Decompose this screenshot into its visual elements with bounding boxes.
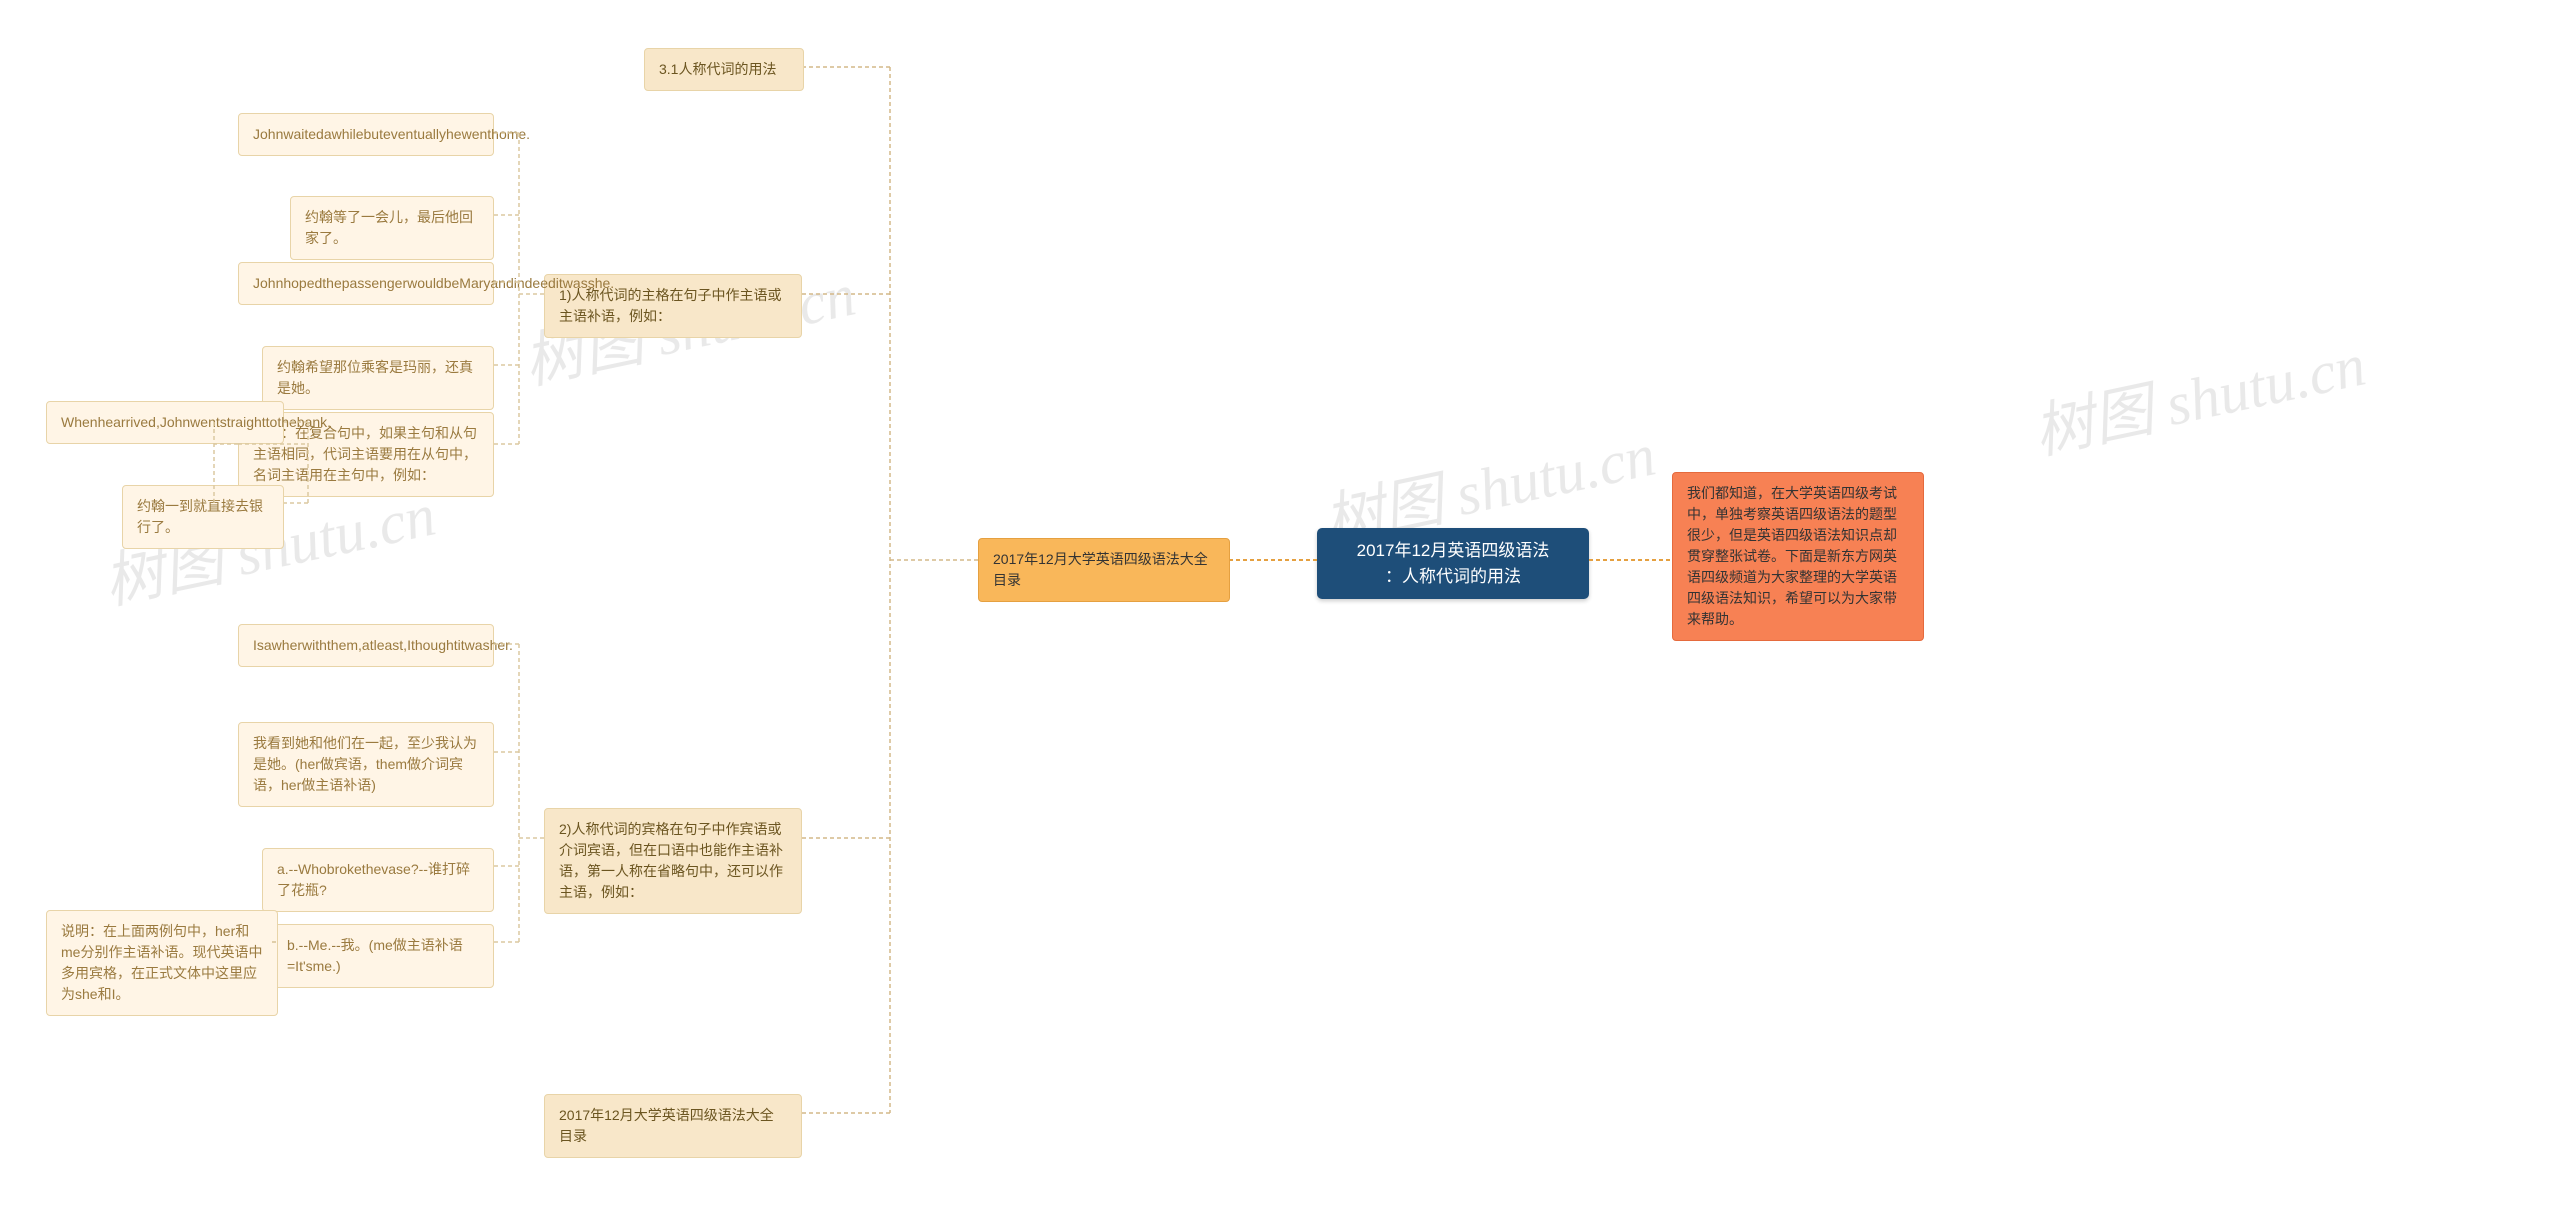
node-d1: Whenhearrived,Johnwentstraighttothebank. xyxy=(46,401,284,444)
root-line2: ：人称代词的用法 xyxy=(1331,564,1575,590)
node-b3: 2)人称代词的宾格在句子中作宾语或介词宾语，但在口语中也能作主语补语，第一人称在… xyxy=(544,808,802,914)
node-c3: JohnhopedthepassengerwouldbeMaryandindee… xyxy=(238,262,494,305)
node-c6: Isawherwiththem,atleast,Ithoughtitwasher… xyxy=(238,624,494,667)
node-c1: Johnwaitedawhilebuteventuallyhewenthome. xyxy=(238,113,494,156)
node-b4: 2017年12月大学英语四级语法大全目录 xyxy=(544,1094,802,1158)
right-desc: 我们都知道，在大学英语四级考试中，单独考察英语四级语法的题型很少，但是英语四级语… xyxy=(1672,472,1924,641)
node-c8: a.--Whobrokethevase?--谁打碎了花瓶? xyxy=(262,848,494,912)
node-c4: 约翰希望那位乘客是玛丽，还真是她。 xyxy=(262,346,494,410)
node-c9: b.--Me.--我。(me做主语补语=It'sme.) xyxy=(272,924,494,988)
left-catalog: 2017年12月大学英语四级语法大全目录 xyxy=(978,538,1230,602)
connectors xyxy=(0,0,2560,1232)
node-d2: 约翰一到就直接去银行了。 xyxy=(122,485,284,549)
watermark: 树图 shutu.cn xyxy=(2025,316,2372,471)
root-line1: 2017年12月英语四级语法 xyxy=(1331,538,1575,564)
node-b1: 3.1人称代词的用法 xyxy=(644,48,804,91)
connectors-2 xyxy=(0,0,2560,1232)
node-c2: 约翰等了一会儿，最后他回家了。 xyxy=(290,196,494,260)
node-d3: 说明：在上面两例句中，her和me分别作主语补语。现代英语中多用宾格，在正式文体… xyxy=(46,910,278,1016)
connectors-level4 xyxy=(0,0,2560,1232)
node-c7: 我看到她和他们在一起，至少我认为是她。(her做宾语，them做介词宾语，her… xyxy=(238,722,494,807)
root-node: 2017年12月英语四级语法 ：人称代词的用法 xyxy=(1317,528,1589,599)
